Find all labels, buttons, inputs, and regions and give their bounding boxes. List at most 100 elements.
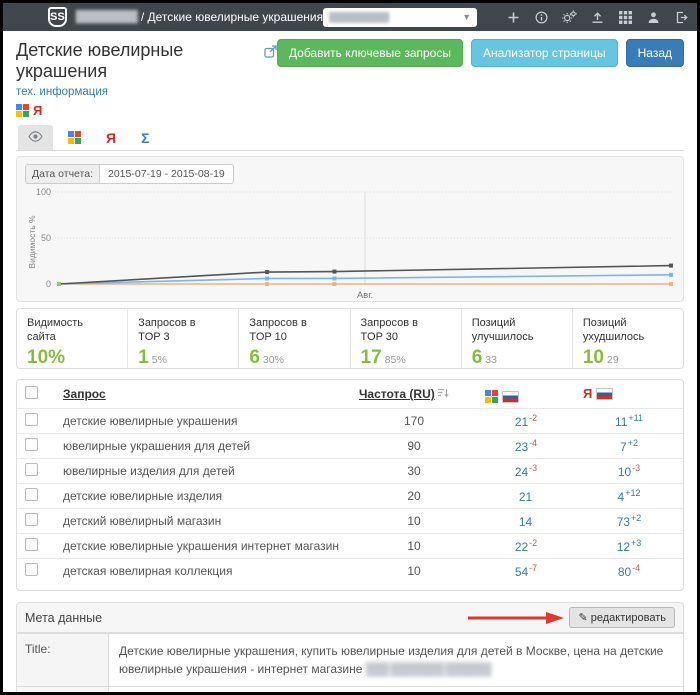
google-position[interactable]: 22: [514, 540, 529, 554]
back-button[interactable]: Назад: [625, 39, 684, 67]
google-position-diff: -2: [529, 538, 538, 548]
report-date-filter[interactable]: Дата отчета: 2015-07-19 - 2015-08-19: [25, 164, 234, 184]
row-checkbox[interactable]: [25, 438, 38, 451]
app-logo[interactable]: SS: [48, 7, 67, 27]
page-analyzer-button[interactable]: Анализатор страницы: [470, 39, 618, 67]
tab-google[interactable]: [58, 125, 91, 150]
frequency-cell: 30: [351, 458, 477, 484]
tab-summary[interactable]: Σ: [131, 125, 159, 150]
yandex-position-diff: +11: [628, 413, 644, 423]
tab-visibility[interactable]: [18, 125, 53, 150]
yandex-position[interactable]: 80: [617, 565, 632, 579]
stat-value: 6: [249, 346, 260, 368]
yandex-position-diff: +2: [627, 438, 638, 448]
add-keywords-button[interactable]: Добавить ключевые запросы: [276, 39, 463, 67]
frequency-cell: 10: [351, 508, 477, 534]
stat-positions-worsened: Позиций ухудшилось 10 29: [571, 309, 683, 368]
table-row: детские ювелирные украшения 170 21-2 11+…: [17, 408, 683, 434]
stat-value: 17: [360, 346, 382, 368]
google-position[interactable]: 14: [518, 515, 533, 529]
google-icon: [68, 131, 81, 144]
edit-meta-button[interactable]: ✎ редактировать: [569, 607, 675, 628]
yandex-position[interactable]: 12: [616, 540, 631, 554]
frequency-cell: 20: [351, 483, 477, 509]
google-icon: [16, 104, 29, 117]
yandex-position[interactable]: 7: [620, 440, 627, 454]
upload-icon[interactable]: [590, 10, 605, 25]
stat-value: 6: [471, 346, 483, 368]
meta-data-panel: Мета данные ✎ редактировать Title: Детск…: [16, 602, 684, 692]
google-position[interactable]: 24: [514, 465, 529, 479]
row-checkbox[interactable]: [25, 413, 38, 426]
yandex-position[interactable]: 11: [614, 415, 628, 429]
yandex-position-diff: -3: [632, 463, 641, 473]
redacted-brand-name: ███ ███████ ██████: [365, 662, 492, 676]
meta-description-value: Детские ювелирные украшения купить в инт…: [109, 687, 683, 692]
report-date-input[interactable]: 2015-07-19 - 2015-08-19: [108, 168, 225, 180]
stat-label: Видимость: [27, 317, 83, 329]
keyword-cell: ювелирные украшения для детей: [55, 433, 351, 459]
page-content: Детские ювелирные украшения Добавить клю…: [3, 31, 697, 692]
frequency-cell: 170: [351, 408, 477, 434]
y-tick-0: 0: [46, 279, 51, 289]
row-checkbox[interactable]: [25, 563, 38, 576]
frequency-cell: 90: [351, 433, 477, 459]
x-axis-label: Авг.: [357, 290, 373, 301]
grid-icon[interactable]: [618, 10, 633, 25]
stat-value: 10: [582, 346, 604, 368]
row-checkbox[interactable]: [25, 488, 38, 501]
y-axis-label: Видимость %: [27, 215, 37, 269]
yandex-position-diff: +3: [631, 538, 642, 548]
row-checkbox[interactable]: [25, 513, 38, 526]
logout-icon[interactable]: [674, 10, 689, 25]
redacted-domain[interactable]: █████████: [75, 11, 138, 23]
external-link-icon[interactable]: [264, 45, 277, 63]
plus-icon[interactable]: [506, 10, 521, 25]
stat-value: 1: [138, 346, 149, 368]
table-row: ювелирные изделия для детей 30 24-3 10-3: [17, 458, 683, 484]
table-row: детская ювелирная коллекция 10 54-7 80-4: [17, 558, 683, 583]
stat-label: Позиций: [582, 317, 627, 329]
frequency-cell: 10: [351, 533, 477, 559]
keyword-cell: детские ювелирные изделия: [55, 483, 351, 509]
keyword-cell: детская ювелирная коллекция: [55, 558, 351, 583]
breadcrumb-page: / Детские ювелирные украшения: [140, 10, 324, 24]
stat-label: Позиций: [471, 317, 516, 329]
tab-yandex[interactable]: Я: [96, 125, 126, 150]
google-position[interactable]: 23: [514, 440, 529, 454]
meta-description-label: Description:: [17, 687, 109, 692]
sort-icon[interactable]: [438, 387, 449, 401]
info-icon[interactable]: [534, 10, 549, 25]
row-checkbox[interactable]: [25, 538, 38, 551]
search-engine-icons: Я: [16, 103, 684, 118]
yandex-icon: Я: [106, 129, 117, 146]
yandex-position[interactable]: 4: [617, 490, 625, 504]
gears-icon[interactable]: [562, 10, 577, 25]
meta-title-label: Title:: [17, 634, 109, 686]
row-checkbox[interactable]: [25, 463, 38, 476]
meta-row-description: Description: Детские ювелирные украшения…: [17, 686, 683, 692]
table-row: детский ювелирный магазин 10 14 73+2: [17, 508, 683, 534]
report-tabs: Я Σ: [16, 125, 684, 151]
google-position[interactable]: 21: [518, 490, 533, 504]
edit-meta-label: редактировать: [590, 612, 666, 624]
query-column-header[interactable]: Запрос: [63, 387, 106, 401]
select-all-checkbox[interactable]: [25, 386, 38, 399]
google-position[interactable]: 21: [514, 415, 529, 429]
breadcrumb: █████████ / Детские ювелирные украшения: [76, 10, 323, 24]
tech-info-link[interactable]: тех. информация: [16, 86, 108, 98]
yandex-position[interactable]: 73: [616, 515, 631, 529]
user-icon[interactable]: [646, 10, 661, 25]
project-select-value-redacted: ███████████: [329, 12, 389, 22]
table-row: ювелирные украшения для детей 90 23-4 7+…: [17, 433, 683, 459]
table-row: детские ювелирные изделия 20 21 4+12: [17, 483, 683, 509]
yandex-position[interactable]: 10: [617, 465, 632, 479]
summary-stats-panel: Видимость сайта 10% Запросов в TOP 3 1 5% З…: [16, 308, 684, 369]
yandex-icon: Я: [33, 103, 43, 118]
project-select[interactable]: ███████████ ▼: [323, 7, 478, 27]
stat-queries-top3: Запросов в TOP 3 1 5%: [127, 309, 238, 368]
stat-label: Запросов в: [249, 317, 307, 329]
frequency-column-header[interactable]: Частота (RU): [359, 387, 435, 401]
meta-row-title: Title: Детские ювелирные украшения, купи…: [17, 633, 683, 686]
google-position[interactable]: 54: [514, 565, 529, 579]
